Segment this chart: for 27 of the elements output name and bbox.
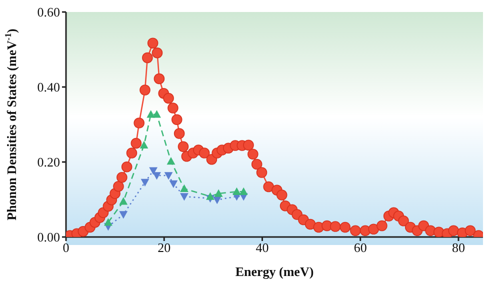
point bbox=[164, 172, 173, 180]
point bbox=[180, 184, 188, 192]
point bbox=[152, 110, 161, 118]
y-tick-label: 0.00 bbox=[37, 230, 60, 245]
y-tick-label: 0.40 bbox=[37, 80, 60, 95]
point bbox=[104, 218, 112, 226]
point bbox=[140, 178, 150, 186]
x-tick-label: 0 bbox=[62, 240, 70, 256]
point bbox=[166, 157, 176, 165]
x-tick-label: 20 bbox=[158, 240, 171, 256]
point bbox=[232, 187, 241, 195]
point bbox=[119, 211, 128, 219]
x-axis-title: Energy (meV) bbox=[235, 264, 314, 279]
point bbox=[214, 189, 223, 197]
y-tick-label: 0.60 bbox=[37, 4, 60, 20]
y-tick-label: 0.20 bbox=[37, 154, 60, 170]
point bbox=[239, 187, 248, 195]
point bbox=[119, 197, 128, 205]
point bbox=[169, 180, 178, 188]
point bbox=[212, 196, 222, 204]
x-tick-label: 40 bbox=[256, 240, 269, 256]
x-tick-label: 80 bbox=[452, 240, 465, 256]
point bbox=[140, 140, 148, 148]
x-tick-label: 60 bbox=[354, 240, 367, 256]
point bbox=[180, 193, 188, 201]
point bbox=[152, 172, 161, 180]
point bbox=[206, 192, 214, 200]
